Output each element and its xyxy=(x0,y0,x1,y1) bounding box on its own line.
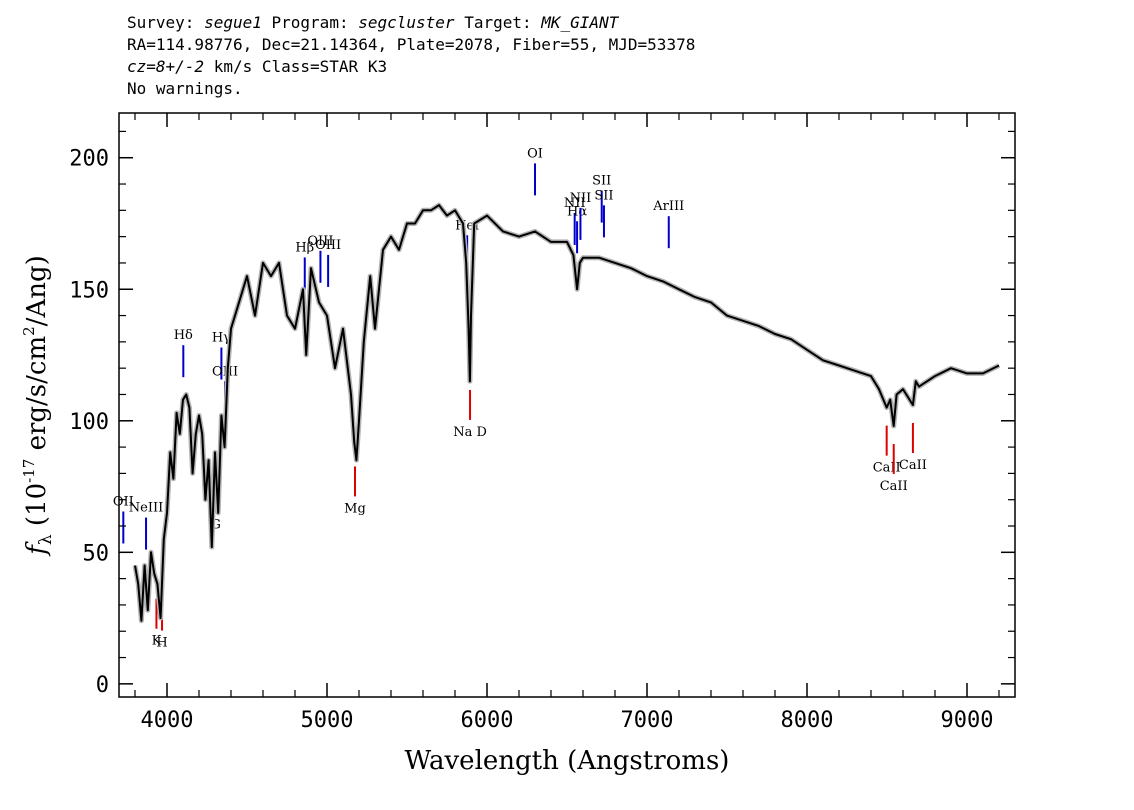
emission-line-label: OII xyxy=(113,494,134,509)
y-tick-label: 150 xyxy=(69,278,109,303)
emission-line-label: Hγ xyxy=(212,331,231,346)
absorption-line-label: CaII xyxy=(873,461,901,476)
absorption-line-label: G xyxy=(210,517,220,532)
y-axis-label: fλ (10-17 erg/s/cm2/Ang) xyxy=(20,255,56,557)
x-tick-label: 5000 xyxy=(301,708,354,733)
absorption-line-label: CaII xyxy=(880,479,908,494)
x-tick-label: 6000 xyxy=(461,708,514,733)
emission-line-label: Hβ xyxy=(295,240,314,255)
y-tick-label: 200 xyxy=(69,147,109,172)
emission-line-label: Hδ xyxy=(174,328,193,343)
absorption-line-label: K xyxy=(152,634,162,649)
target-label: Target: xyxy=(464,13,532,32)
emission-line-label: OIII xyxy=(315,238,341,253)
emission-line-label: OI xyxy=(527,146,543,161)
emission-line-label: ArIII xyxy=(652,199,684,214)
emission-line-label: Hα xyxy=(567,204,587,219)
survey-label: Survey: xyxy=(127,13,195,32)
program-value: segcluster xyxy=(358,13,455,32)
header-line-2: RA=114.98776, Dec=21.14364, Plate=2078, … xyxy=(127,35,696,54)
cz-value: cz=8+/-2 xyxy=(127,57,205,76)
emission-line-label: NeIII xyxy=(129,501,163,516)
y-tick-label: 100 xyxy=(69,410,109,435)
target-value: MK_GIANT xyxy=(541,13,619,32)
absorption-line-label: H xyxy=(156,636,167,651)
emission-line-label: SII xyxy=(594,188,613,203)
plot-frame xyxy=(118,112,1016,698)
absorption-line-label: CaII xyxy=(899,458,927,473)
plot-header: Survey: segue1 Program: segcluster Targe… xyxy=(127,12,695,100)
survey-value: segue1 xyxy=(204,13,262,32)
header-line-4: No warnings. xyxy=(127,79,243,98)
y-tick-label: 50 xyxy=(83,541,110,566)
emission-line-label: OIII xyxy=(307,234,333,249)
emission-line-label: OIII xyxy=(212,364,238,379)
absorption-line-label: Mg xyxy=(344,501,366,516)
class-text: km/s Class=STAR K3 xyxy=(204,57,388,76)
emission-line-label: SII xyxy=(592,174,611,189)
header-line-1: Survey: segue1 Program: segcluster Targe… xyxy=(127,12,695,34)
header-line-3: cz=8+/-2 km/s Class=STAR K3 xyxy=(127,56,695,78)
spectrum-line xyxy=(134,204,1000,622)
x-tick-label: 8000 xyxy=(781,708,834,733)
x-axis-label: Wavelength (Angstroms) xyxy=(405,746,730,776)
emission-line-label: NII xyxy=(570,191,592,206)
x-tick-label: 9000 xyxy=(941,708,994,733)
x-tick-label: 4000 xyxy=(141,708,194,733)
y-tick-label: 0 xyxy=(96,673,109,698)
absorption-line-label: Na D xyxy=(453,425,487,440)
x-tick-label: 7000 xyxy=(621,708,674,733)
axis-ticks: 4000 5000 6000 7000 8000 9000 0 50 100 150 200 xyxy=(69,113,1015,733)
program-label: Program: xyxy=(271,13,349,32)
emission-line-label: NII xyxy=(564,196,586,211)
